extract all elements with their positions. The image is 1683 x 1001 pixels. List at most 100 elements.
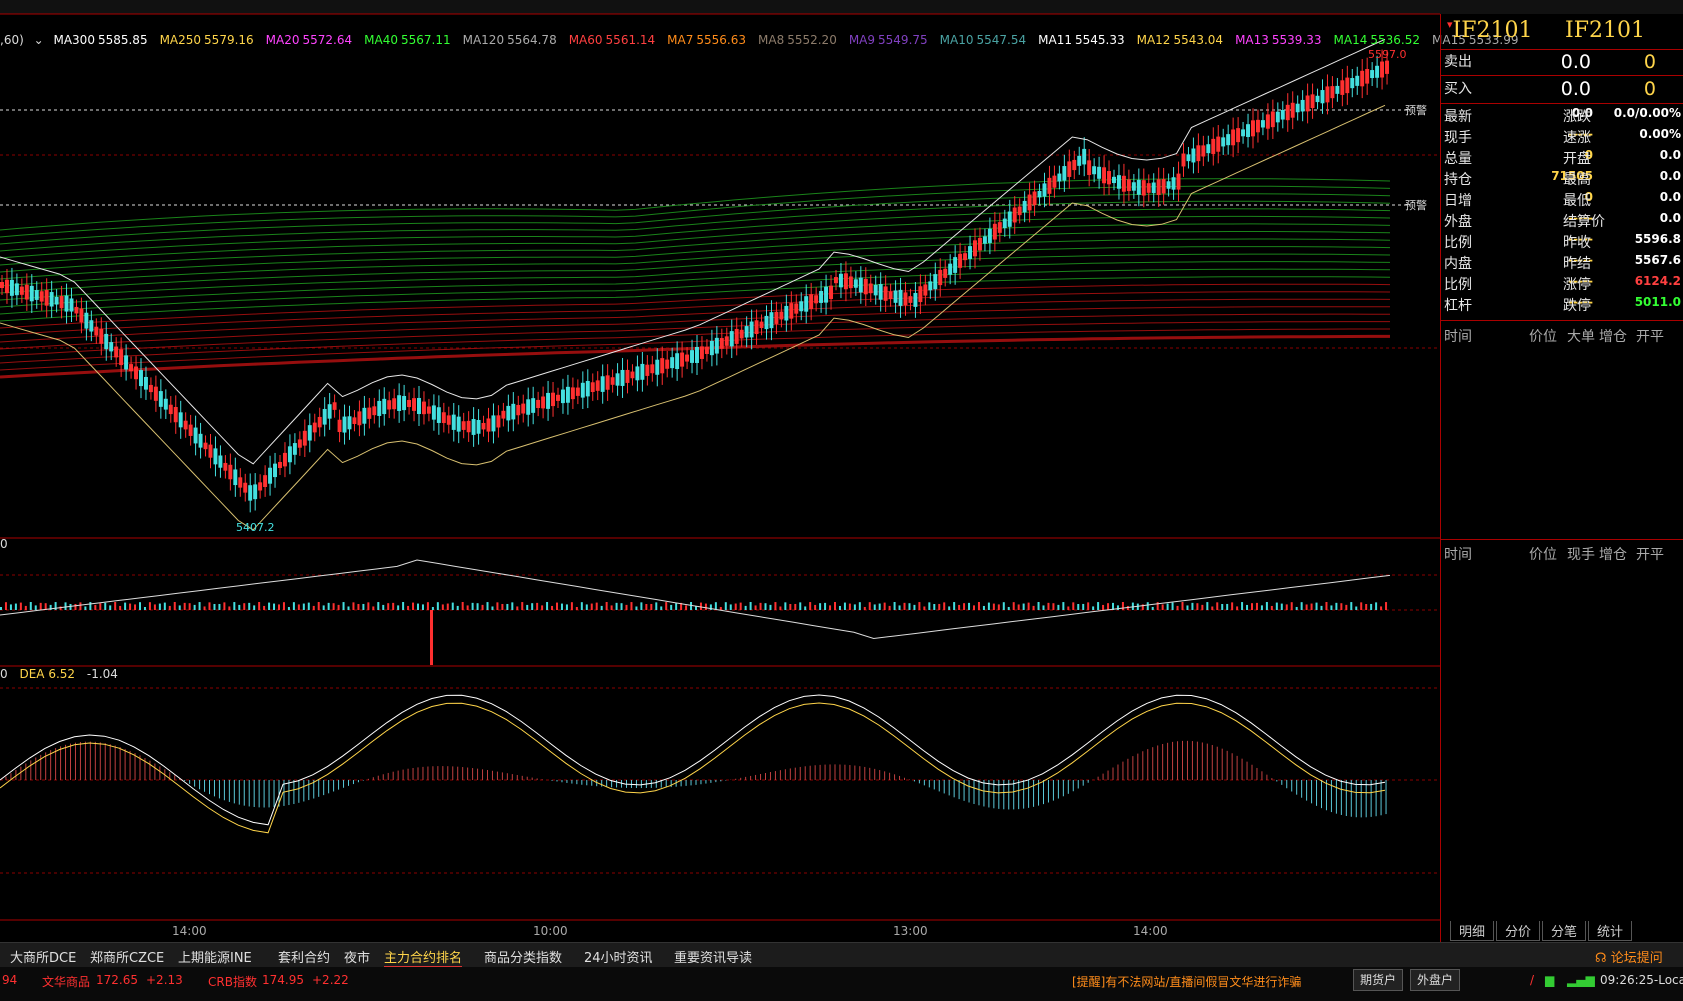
volume-bar — [620, 603, 623, 610]
status-bar: 94 文华商品 172.65 +2.13 CRB指数 174.95 +2.22 … — [0, 967, 1683, 1001]
candle-body — [337, 419, 342, 433]
tab-price-distribution[interactable]: 分价 — [1496, 921, 1541, 941]
candle-body — [928, 281, 933, 291]
candle-body — [372, 406, 377, 416]
volume-bar — [287, 606, 290, 610]
exchange-tab[interactable]: 上期能源INE — [178, 951, 252, 966]
candle-body — [1121, 175, 1126, 192]
stat-value: 0.0 — [1659, 190, 1681, 204]
volume-bar — [302, 603, 305, 610]
stat-value: 0 — [1584, 148, 1593, 162]
dea-value: 6.52 — [48, 667, 76, 681]
volume-bar — [953, 602, 956, 610]
volume-bar — [382, 604, 385, 610]
volume-bar — [863, 606, 866, 610]
stat-label: 涨停 — [1563, 277, 1591, 293]
volume-bar — [471, 602, 474, 610]
candle-body — [1072, 159, 1077, 171]
volume-bar — [263, 605, 266, 610]
candle-body — [714, 337, 719, 354]
volume-bar — [506, 603, 509, 610]
stat-value: 0 — [1584, 190, 1593, 204]
forum-link[interactable]: ☊ 论坛提问 — [1595, 951, 1663, 966]
overseas-account-button[interactable]: 外盘户 — [1410, 969, 1461, 991]
exchange-tab[interactable]: 夜市 — [344, 951, 371, 966]
ma-line — [0, 291, 1391, 336]
buy-volume: 0 — [1643, 78, 1656, 100]
exchange-tab[interactable]: 大商所DCE — [10, 951, 77, 966]
candle-body — [590, 382, 595, 393]
candle-body — [541, 396, 546, 409]
stat-value: 0.0 — [1659, 169, 1681, 183]
volume-bar — [665, 602, 668, 610]
volume-bar — [1285, 604, 1288, 610]
candle-body — [873, 284, 878, 296]
candle-body — [1201, 145, 1206, 157]
monitor-icon[interactable]: ▆ — [1545, 973, 1555, 987]
candle-body — [1116, 175, 1121, 189]
candle-body — [367, 407, 372, 419]
sell-row: 卖出 0.0 0 — [1441, 51, 1683, 73]
volume-bar — [163, 602, 166, 610]
exchange-tab[interactable]: 主力合约排名 — [384, 947, 463, 968]
exchange-tab[interactable]: 重要资讯导读 — [674, 951, 753, 966]
exchange-tab[interactable]: 商品分类指数 — [484, 951, 563, 966]
candle-body — [173, 406, 178, 423]
fraud-notice[interactable]: [提醒]有不法网站/直播间假冒文华进行诈骗 — [1072, 975, 1302, 989]
candle-body — [1136, 179, 1141, 195]
candle-body — [838, 273, 843, 288]
candle-body — [739, 329, 744, 339]
volume-bar — [660, 606, 663, 610]
candle-body — [258, 482, 263, 491]
volume-bar — [809, 602, 812, 610]
futures-account-button[interactable]: 期货户 — [1353, 969, 1404, 991]
candle-body — [228, 464, 233, 480]
volume-bar — [898, 605, 901, 610]
volume-bar — [456, 605, 459, 610]
exchange-tab[interactable]: 郑商所CZCE — [90, 951, 165, 966]
volume-bar — [1092, 606, 1095, 610]
exchange-tab[interactable]: 24小时资讯 — [584, 951, 653, 966]
volume-bar — [893, 602, 896, 610]
chevron-down-icon[interactable]: ⌄ — [33, 33, 44, 47]
volume-bar — [109, 605, 112, 610]
exchange-tab[interactable]: 套利合约 — [278, 951, 331, 966]
tab-ticks[interactable]: 分笔 — [1542, 921, 1587, 941]
candle-body — [987, 228, 992, 243]
volume-bar — [198, 602, 201, 610]
candle-body — [104, 333, 109, 350]
contract-code-left: ▾IF2101 — [1447, 18, 1533, 43]
candle-body — [1315, 95, 1320, 103]
candle-body — [749, 321, 754, 338]
candle-body — [982, 236, 987, 244]
candle-body — [759, 321, 764, 329]
candle-body — [218, 455, 223, 468]
candle-body — [377, 400, 382, 416]
volume-bar — [143, 606, 146, 610]
volume-bar — [139, 602, 141, 610]
candle-body — [744, 326, 749, 338]
tab-statistics[interactable]: 统计 — [1588, 921, 1633, 941]
volume-bar — [1251, 603, 1253, 610]
volume-bar — [441, 604, 444, 610]
volume-bar — [1042, 605, 1045, 610]
stat-label: 比例 — [1444, 277, 1472, 293]
candle-body — [610, 377, 615, 385]
volume-bar — [1380, 606, 1383, 610]
candle-body — [297, 439, 302, 448]
candle-body — [600, 376, 605, 392]
volume-bar — [372, 606, 375, 610]
buy-row: 买入 0.0 0 — [1441, 78, 1683, 100]
candle-body — [853, 279, 858, 288]
kline-chart-area[interactable]: 5597.0 5407.2 预警 预警 ,60) ⌄ MA300 5585.85 MA25… — [0, 0, 1518, 942]
candle-body — [183, 420, 188, 430]
tab-detail[interactable]: 明细 — [1450, 921, 1495, 941]
candle-body — [441, 412, 446, 424]
candle-body — [819, 291, 824, 303]
candle-body — [1305, 95, 1310, 112]
volume-bar — [1136, 603, 1139, 610]
volume-bar — [511, 602, 514, 610]
candle-body — [784, 305, 789, 321]
high-price-label: 5597.0 — [1368, 48, 1407, 61]
candle-body — [625, 369, 630, 383]
